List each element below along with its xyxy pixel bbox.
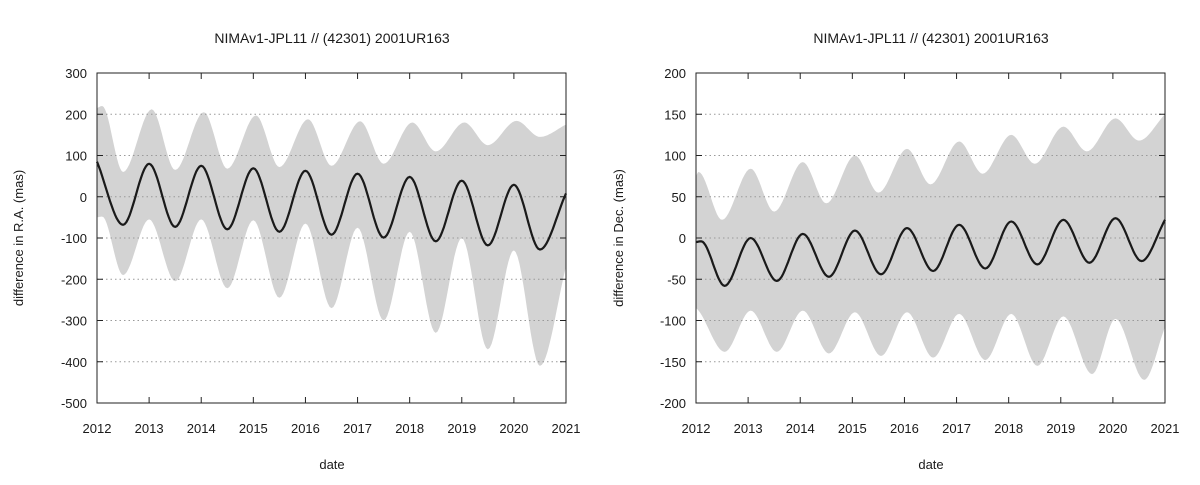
ra-ytick-label: 100 (65, 149, 87, 164)
ra-plot-frame (96, 72, 567, 404)
chart-dec-xlabel: date (918, 457, 943, 472)
dec-ytick-label: 50 (672, 190, 686, 205)
chart-ra-xlabel: date (319, 457, 344, 472)
ra-ytick-label: -300 (61, 314, 87, 329)
ra-xtick-label: 2013 (135, 421, 164, 436)
ra-mean-line (95, 161, 568, 251)
ra-ytick-label: -500 (61, 396, 87, 411)
chart-ra-plot-area: 300 200 100 0 -100 -200 -300 -400 -500 2012 2013 20… (61, 66, 580, 436)
dec-ytick-label: -100 (660, 314, 686, 329)
dec-ytick-label: 100 (664, 149, 686, 164)
dec-xtick-label: 2018 (994, 421, 1023, 436)
ra-xtick-label: 2014 (187, 421, 216, 436)
ra-ytick-label: -400 (61, 355, 87, 370)
chart-dec-title: NIMAv1-JPL11 // (42301) 2001UR163 (813, 30, 1048, 46)
dec-xtick-label: 2014 (786, 421, 815, 436)
dec-ytick-label: -200 (660, 396, 686, 411)
chart-dec-plot-area: 200 150 100 50 0 -50 -100 -150 -200 2012 2013 2014 2… (660, 66, 1179, 436)
ra-xtick-label: 2019 (447, 421, 476, 436)
ra-ytick-label: 0 (80, 190, 87, 205)
chart-ra-ylabel: difference in R.A. (mas) (11, 170, 26, 306)
ra-xtick-label: 2018 (395, 421, 424, 436)
ra-ytick-label: -200 (61, 272, 87, 287)
chart-dec: NIMAv1-JPL11 // (42301) 2001UR163 date d… (611, 30, 1179, 472)
dec-xtick-label: 2021 (1151, 421, 1180, 436)
ra-uncertainty-band (97, 106, 566, 366)
dec-xtick-label: 2013 (734, 421, 763, 436)
dec-xtick-label: 2020 (1098, 421, 1127, 436)
dec-ytick-label: 200 (664, 66, 686, 81)
ra-xtick-label: 2020 (499, 421, 528, 436)
ra-xtick-label: 2017 (343, 421, 372, 436)
ra-ytick-label: 300 (65, 66, 87, 81)
dec-ytick-label: -150 (660, 355, 686, 370)
dec-xtick-label: 2017 (942, 421, 971, 436)
dec-xtick-label: 2019 (1046, 421, 1075, 436)
chart-ra: NIMAv1-JPL11 // (42301) 2001UR163 date d… (11, 30, 580, 472)
ra-ytick-label: -100 (61, 231, 87, 246)
dec-xtick-label: 2015 (838, 421, 867, 436)
ra-xtick-label: 2015 (239, 421, 268, 436)
dec-xtick-label: 2012 (682, 421, 711, 436)
ra-xtick-label: 2021 (552, 421, 581, 436)
dec-mean-line (695, 217, 1166, 287)
dec-ytick-label: -50 (667, 272, 686, 287)
dec-ytick-label: 150 (664, 107, 686, 122)
dec-uncertainty-band (696, 114, 1165, 380)
dec-plot-frame (695, 72, 1166, 404)
ra-xtick-label: 2016 (291, 421, 320, 436)
ra-xtick-label: 2012 (83, 421, 112, 436)
ra-ytick-label: 200 (65, 107, 87, 122)
dec-xtick-label: 2016 (890, 421, 919, 436)
chart-dec-ylabel: difference in Dec. (mas) (611, 169, 626, 307)
dec-ytick-label: 0 (679, 231, 686, 246)
chart-ra-title: NIMAv1-JPL11 // (42301) 2001UR163 (214, 30, 449, 46)
